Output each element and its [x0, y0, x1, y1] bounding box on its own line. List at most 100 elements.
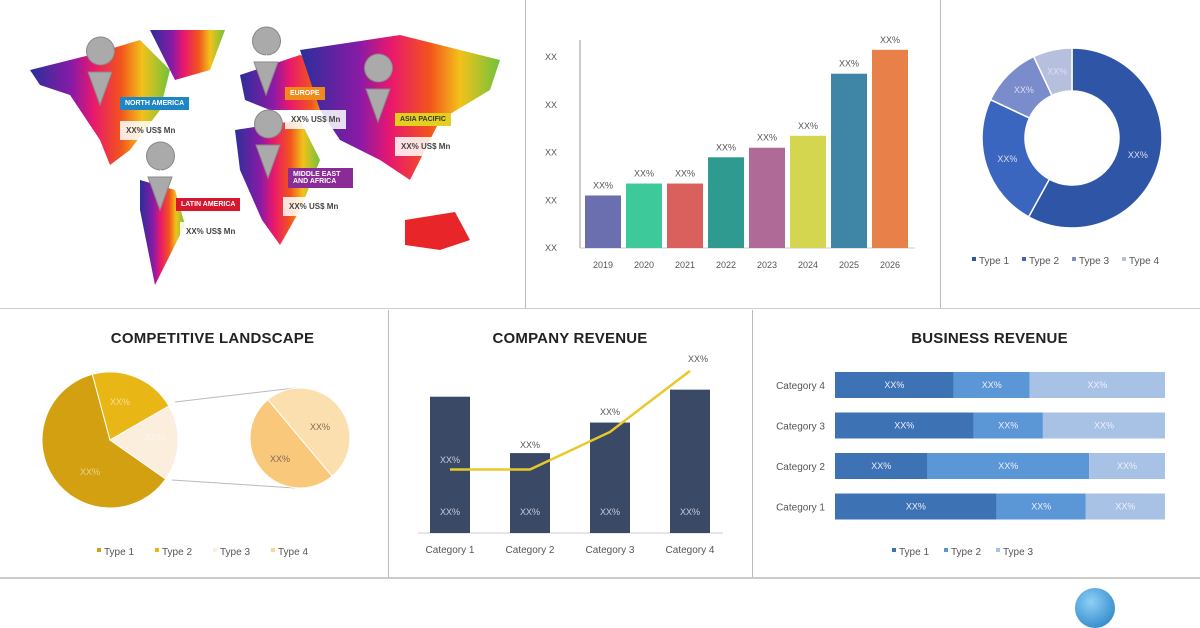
bar-data-label: XX% [839, 59, 859, 69]
legend-label: Type 4 [1129, 256, 1159, 267]
business-revenue-chart: Category 4 XX% XX% XX% Category 3 XX% XX% XX% Ca… [776, 372, 1165, 558]
category-label: Category 1 [776, 503, 825, 514]
line-data-label: XX% [520, 440, 540, 450]
stacked-bar-segment [953, 372, 1030, 398]
sub-pie-slice [249, 398, 333, 489]
slice-data-label: XX% [310, 422, 330, 432]
bar-data-label: XX% [680, 507, 700, 517]
region-value: XX% US$ Mn [180, 222, 242, 241]
x-tick-label: 2023 [757, 260, 777, 270]
stacked-bar-segment [835, 453, 928, 479]
stacked-bar-segment [973, 412, 1043, 439]
stacked-bar-segment [1089, 453, 1165, 479]
legend-label: Type 2 [1029, 256, 1059, 267]
world-map-panel: NORTH AMERICA XX% US$ Mn EUROPE XX% US$ Mn… [0, 0, 525, 308]
bar-data-label: XX% [634, 169, 654, 179]
legend-label: Type 3 [1079, 256, 1109, 267]
region-label: NORTH AMERICA [120, 97, 190, 110]
segment-data-label: XX% [998, 461, 1018, 471]
divider [0, 308, 1200, 309]
legend-label: Type 1 [104, 547, 134, 558]
legend-label: Type 4 [278, 547, 308, 558]
line-data-label: XX% [440, 455, 460, 465]
sub-pie-slice [267, 387, 351, 478]
category-label: Category 4 [776, 381, 825, 392]
segment-data-label: XX% [906, 502, 926, 512]
stacked-bar-segment [927, 453, 1090, 479]
legend-marker [213, 548, 217, 552]
pie-slice [91, 371, 170, 441]
bar [510, 453, 550, 533]
stacked-bar-segment [835, 412, 974, 439]
chart-title: COMPANY REVENUE [492, 330, 648, 347]
divider [388, 310, 389, 578]
x-tick-label: 2024 [798, 260, 818, 270]
legend-label: Type 3 [220, 547, 250, 558]
region-value: XX% US$ Mn [120, 121, 182, 140]
segment-data-label: XX% [894, 421, 914, 431]
south-america-shape [140, 180, 185, 285]
bar [708, 157, 744, 248]
bar-data-label: XX% [675, 169, 695, 179]
bar-data-label: XX% [716, 142, 736, 152]
y-tick-label: XX [545, 243, 557, 253]
legend-marker [972, 257, 976, 261]
legend-marker [271, 548, 275, 552]
region-label: ASIA PACIFIC [395, 113, 451, 126]
australia-shape [405, 212, 470, 250]
slice-data-label: XX% [997, 154, 1017, 164]
chart-title: COMPETITIVE LANDSCAPE [110, 330, 315, 347]
chart-title: BUSINESS REVENUE [911, 330, 1068, 347]
legend-label: Type 1 [979, 256, 1009, 267]
legend-label: Type 1 [899, 547, 929, 558]
bar-data-label: XX% [600, 507, 620, 517]
connector-line [174, 387, 296, 403]
y-tick-label: XX [545, 195, 557, 205]
divider [525, 0, 526, 308]
bar-data-label: XX% [757, 133, 777, 143]
segment-data-label: XX% [1087, 380, 1107, 390]
stacked-bar-segment [835, 493, 997, 520]
x-tick-label: 2019 [593, 260, 613, 270]
y-tick-label: XX [545, 100, 557, 110]
bar [626, 183, 662, 248]
x-tick-label: 2025 [839, 260, 859, 270]
greenland-shape [150, 30, 225, 80]
trend-line [450, 369, 691, 471]
slice-data-label: XX% [80, 467, 100, 477]
legend-marker [1122, 257, 1126, 261]
stacked-bar-segment [1042, 412, 1165, 439]
slice-data-label: XX% [145, 432, 165, 442]
globe-logo-icon [1075, 588, 1115, 628]
legend-label: Type 2 [951, 547, 981, 558]
slice-data-label: XX% [1014, 85, 1034, 95]
stacked-bar-segment [835, 372, 954, 398]
yearly-bar-chart: XX XX XX XX XX XX% 2019 XX% 2020 XX% 2021 XX% 2022 XX… [545, 35, 915, 270]
pie-slice [109, 405, 179, 480]
x-tick-label: Category 2 [506, 545, 555, 556]
connector-line [171, 479, 296, 489]
x-tick-label: 2020 [634, 260, 654, 270]
segment-data-label: XX% [1031, 502, 1051, 512]
legend-label: Type 2 [162, 547, 192, 558]
divider [940, 0, 941, 308]
x-tick-label: 2026 [880, 260, 900, 270]
stacked-bar-segment [996, 493, 1086, 520]
x-tick-label: 2022 [716, 260, 736, 270]
donut-slice [981, 98, 1051, 218]
slice-data-label: XX% [110, 397, 130, 407]
divider [0, 577, 1200, 579]
legend-marker [944, 548, 948, 552]
bar-data-label: XX% [880, 35, 900, 45]
segment-data-label: XX% [998, 421, 1018, 431]
segment-data-label: XX% [1094, 421, 1114, 431]
region-label: LATIN AMERICA [176, 198, 241, 211]
slice-data-label: XX% [1047, 67, 1067, 77]
bar [667, 183, 703, 248]
category-label: Category 2 [776, 462, 825, 473]
pie-slice [41, 373, 167, 509]
segment-data-label: XX% [884, 380, 904, 390]
type-donut-chart: XX% XX% XX% XX% Type 1 Type 2 Type 3 Type 4 [972, 47, 1163, 267]
bar-data-label: XX% [593, 180, 613, 190]
segment-data-label: XX% [982, 380, 1002, 390]
